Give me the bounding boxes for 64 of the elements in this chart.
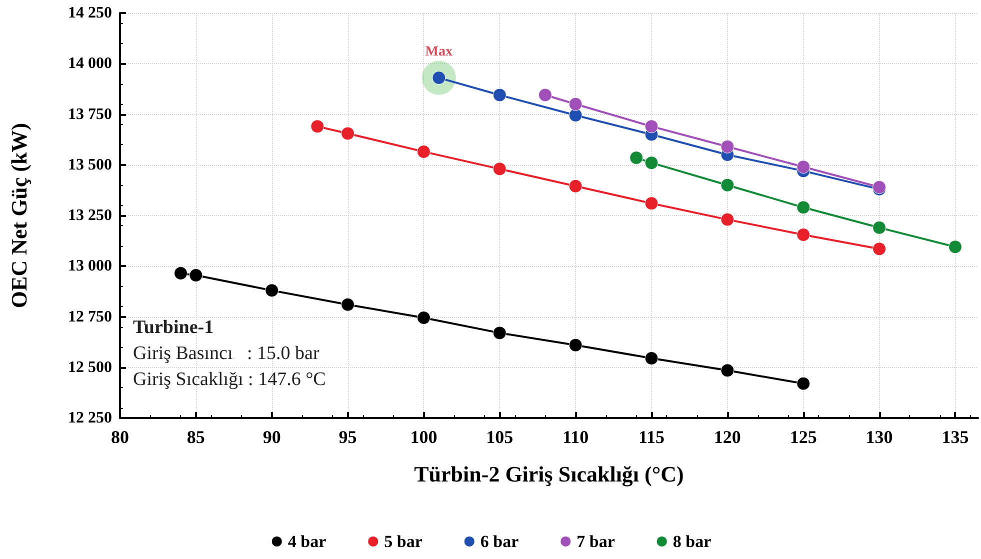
x-tick-label: 80: [111, 427, 129, 447]
point: [492, 162, 506, 176]
legend-label: 7 bar: [576, 532, 616, 551]
point: [630, 151, 644, 165]
point: [568, 179, 582, 193]
y-tick-label: 14 000: [68, 55, 112, 72]
point: [341, 126, 355, 140]
y-tick-label: 12 500: [68, 358, 112, 376]
point: [720, 212, 734, 226]
point: [568, 97, 582, 111]
y-tick-label: 13 250: [68, 207, 112, 224]
x-tick-label: 110: [562, 427, 589, 447]
x-tick-label: 90: [262, 427, 281, 447]
x-axis-title: Türbin-2 Giriş Sıcaklığı (°C): [414, 462, 684, 486]
y-tick-label: 14 250: [68, 4, 112, 22]
point: [416, 311, 430, 325]
point: [796, 376, 810, 390]
y-tick-label: 13 500: [68, 156, 112, 174]
point: [492, 326, 506, 340]
annotation: Turbine-1: [133, 317, 214, 338]
x-tick-label: 95: [338, 427, 357, 447]
x-tick-label: 120: [714, 427, 741, 447]
point: [341, 298, 355, 312]
x-tick-label: 130: [866, 427, 893, 447]
point: [492, 88, 506, 102]
point: [644, 156, 658, 170]
point: [720, 178, 734, 192]
legend-label: 8 bar: [672, 532, 712, 551]
legend-label: 5 bar: [384, 532, 423, 551]
point: [644, 196, 658, 210]
x-tick-label: 115: [638, 427, 665, 447]
point: [568, 108, 582, 122]
legend-label: 4 bar: [288, 532, 327, 551]
annotation: Giriş Sıcaklığı : 147.6 °C: [133, 369, 326, 390]
point: [310, 120, 324, 134]
point: [265, 284, 279, 298]
point: [796, 200, 810, 214]
annotation: Max: [425, 44, 453, 60]
point: [796, 228, 810, 242]
point: [568, 338, 582, 352]
point: [416, 144, 430, 158]
point: [720, 364, 734, 378]
y-axis-title: OEC Net Güç (kW): [6, 122, 32, 308]
x-tick-label: 85: [186, 427, 205, 447]
point: [796, 160, 810, 174]
point: [538, 88, 552, 102]
point: [644, 120, 658, 134]
point: [720, 140, 734, 154]
y-tick-label: 13 750: [68, 106, 112, 123]
y-tick-label: 13 000: [68, 258, 112, 275]
legend-label: 6 bar: [480, 532, 520, 551]
point: [872, 220, 886, 234]
annotation: Giriş Basıncı : 15.0 bar: [133, 343, 320, 364]
x-tick-label: 125: [790, 427, 817, 447]
point: [872, 242, 886, 256]
y-tick-label: 12 750: [68, 308, 112, 326]
point: [644, 352, 658, 366]
x-tick-label: 135: [942, 427, 969, 447]
point: [948, 240, 962, 254]
x-tick-label: 100: [410, 427, 438, 447]
point: [174, 266, 188, 280]
y-tick-label: 12 250: [68, 410, 112, 426]
point: [189, 268, 203, 282]
x-tick-label: 105: [486, 427, 514, 447]
